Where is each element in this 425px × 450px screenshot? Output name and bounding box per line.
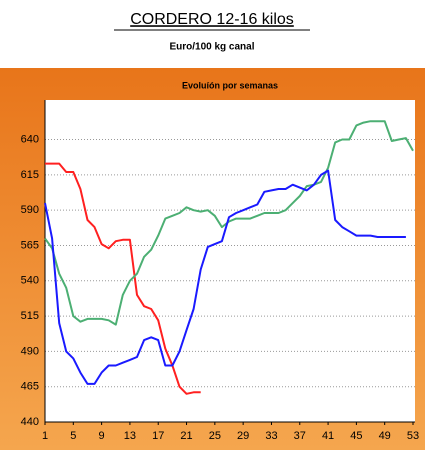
series-line <box>45 162 201 395</box>
y-tick-label: 490 <box>21 345 39 357</box>
x-tick-label: 53 <box>407 430 419 442</box>
x-tick-label: 41 <box>322 430 334 442</box>
y-tick-label: 440 <box>21 416 39 428</box>
x-tick-label: 5 <box>70 430 76 442</box>
series-line <box>44 120 414 326</box>
x-tick-label: 49 <box>379 430 391 442</box>
x-tick-label: 45 <box>350 430 362 442</box>
series-line <box>44 169 406 385</box>
x-tick-label: 25 <box>209 430 221 442</box>
x-tick-label: 9 <box>99 430 105 442</box>
chart-title: CORDERO 12-16 kilos <box>130 11 294 28</box>
y-tick-label: 515 <box>21 310 39 322</box>
y-tick-label: 590 <box>21 204 39 216</box>
x-tick-label: 13 <box>124 430 136 442</box>
x-tick-label: 1 <box>42 430 48 442</box>
panel-title: Evoluíón por semanas <box>182 80 278 90</box>
x-tick-label: 29 <box>237 430 249 442</box>
x-tick-label: 17 <box>152 430 164 442</box>
x-tick-label: 21 <box>180 430 192 442</box>
y-tick-label: 540 <box>21 275 39 287</box>
x-tick-label: 33 <box>265 430 277 442</box>
y-tick-label: 565 <box>21 239 39 251</box>
y-tick-label: 640 <box>21 133 39 145</box>
x-tick-label: 37 <box>294 430 306 442</box>
y-tick-label: 615 <box>21 169 39 181</box>
chart-subtitle: Euro/100 kg canal <box>169 42 254 53</box>
y-tick-label: 465 <box>21 381 39 393</box>
